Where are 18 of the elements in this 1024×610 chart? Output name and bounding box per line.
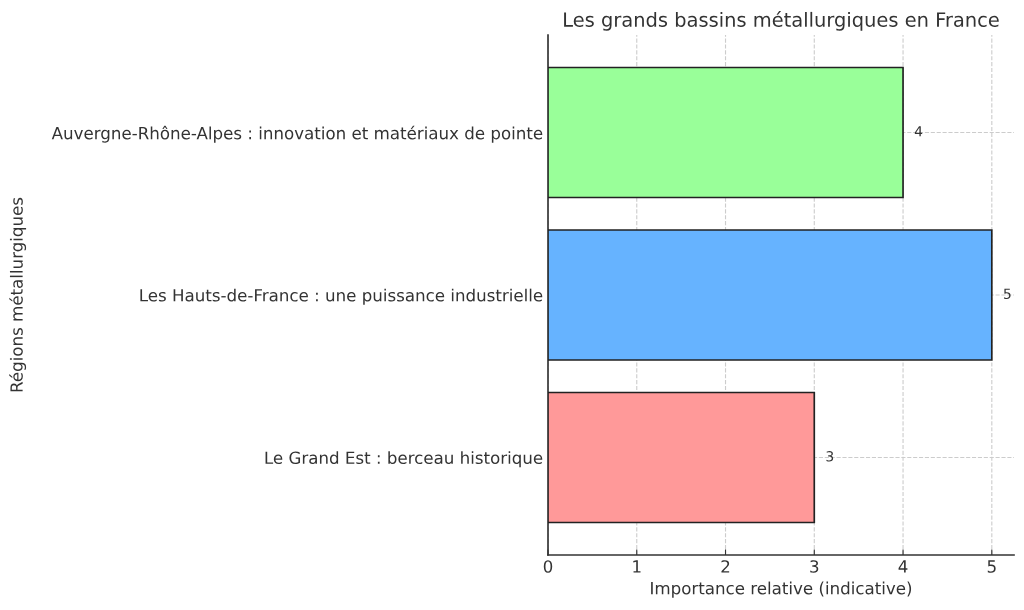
chart-title: Les grands bassins métallurgiques en France [564,11,999,31]
x-tick-label: 0 [543,560,553,573]
data-label: 4 [914,126,923,137]
y-tick-label: Les Hauts-de-France : une puissance industrielle [140,288,543,305]
y-tick-label: Le Grand Est : berceau historique [265,451,543,468]
x-tick-label: 1 [633,560,641,573]
data-label: 5 [1003,288,1011,300]
x-tick-label: 3 [810,560,819,573]
data-label: 3 [826,451,834,462]
x-tick-label: 5 [987,560,996,573]
x-axis-title: Importance relative (indicative) [651,581,912,598]
bar [548,66,904,199]
x-tick-label: 4 [898,560,908,573]
bar [548,391,816,524]
bar [548,229,993,361]
x-tick-label: 2 [721,560,730,573]
y-axis-title: Régions métallurgiques [9,197,27,392]
y-tick-label: Auvergne-Rhône-Alpes : innovation et matériaux de pointe [51,125,543,143]
